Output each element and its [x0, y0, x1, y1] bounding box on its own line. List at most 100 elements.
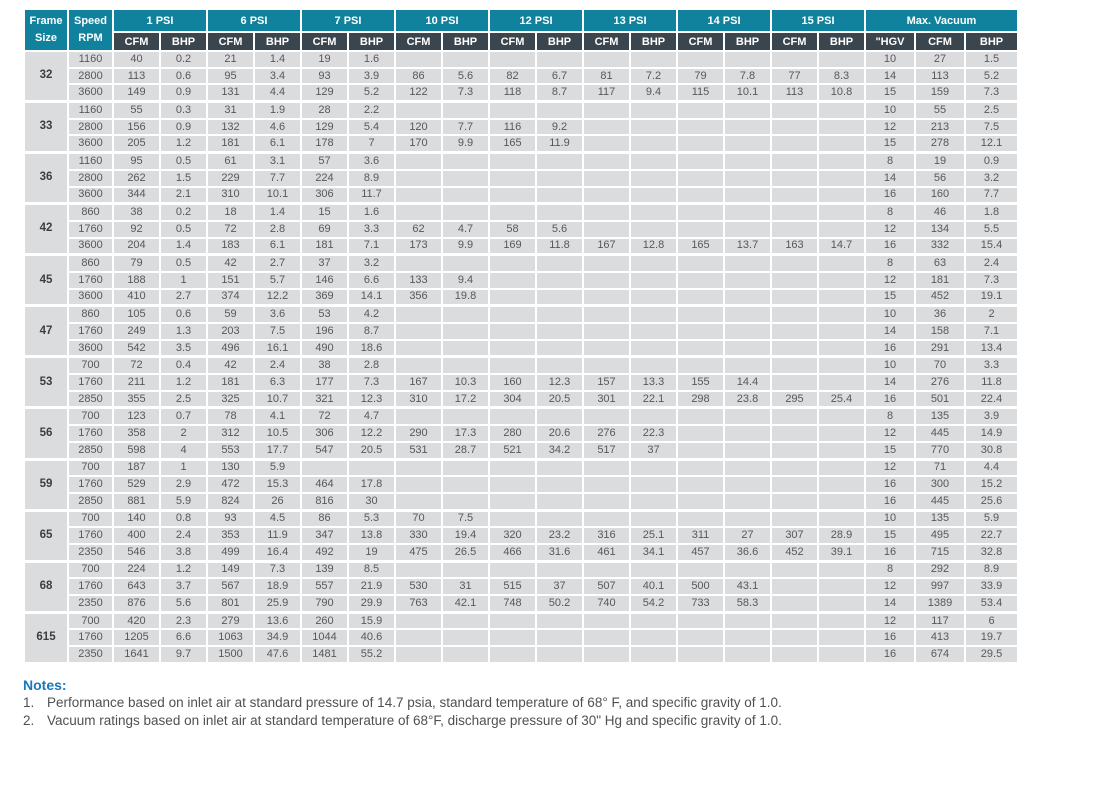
- vacuum-data-cell: 7.1: [964, 322, 1019, 341]
- psi-data-cell: 2.7: [159, 287, 208, 307]
- psi-data-cell: 22.1: [629, 389, 678, 409]
- psi-data-cell: [582, 645, 631, 664]
- psi-data-cell: 295: [770, 389, 819, 409]
- frame-size-cell: 45: [23, 253, 69, 307]
- psi-data-cell: [441, 491, 490, 512]
- vacuum-data-cell: 12: [864, 270, 916, 290]
- psi-data-cell: 169: [488, 236, 537, 256]
- psi-data-cell: [770, 287, 819, 307]
- psi-data-cell: 163: [770, 236, 819, 256]
- psi-data-cell: [629, 304, 678, 325]
- table-row: 65 700 140 0.8 93 4.5 86 5.3 70 7.5 10 135 5.9: [23, 508, 1019, 563]
- psi-data-cell: 356: [394, 287, 443, 307]
- table-row: 3600 205 1.2 181 6.1 178 7 170 9.9 165 11.9 15 278 12…: [24, 134, 1019, 154]
- psi-data-cell: 177: [300, 373, 349, 392]
- psi-data-cell: [817, 355, 866, 376]
- table-row: 47 860 105 0.6 59 3.6 53 4.2 10 36 2: [23, 304, 1019, 358]
- psi-data-cell: [770, 491, 819, 512]
- psi-data-cell: [582, 406, 631, 427]
- psi-data-cell: 2.4: [159, 526, 208, 545]
- psi-data-cell: [441, 559, 490, 580]
- header-row-groups: Frame Size Speed RPM 1 PSI 6 PSI 7 PSI 10 PSI 12…: [23, 8, 1019, 52]
- vacuum-subheader: BHP: [964, 31, 1019, 52]
- vacuum-data-cell: 16: [864, 645, 916, 664]
- psi-data-cell: 1.4: [253, 50, 302, 69]
- psi-data-cell: 21.9: [347, 577, 396, 596]
- vacuum-data-cell: 15: [864, 440, 916, 461]
- psi-data-cell: [676, 322, 725, 341]
- psi-data-cell: 79: [112, 253, 161, 273]
- psi-data-cell: 13.8: [347, 526, 396, 545]
- psi-data-cell: 72: [206, 219, 255, 239]
- table-row: 68 700 224 1.2 149 7.3 139 8.5 8 292 8.9: [23, 559, 1019, 614]
- psi-data-cell: 37: [535, 577, 584, 596]
- psi-data-cell: 17.2: [441, 389, 490, 409]
- psi-data-cell: 280: [488, 424, 537, 443]
- psi-data-cell: 9.9: [441, 134, 490, 154]
- psi-data-cell: [770, 577, 819, 596]
- psi-data-cell: [723, 406, 772, 427]
- psi-data-cell: 7.2: [629, 66, 678, 86]
- psi-data-cell: 0.3: [159, 100, 208, 120]
- psi-data-cell: [394, 457, 443, 478]
- frame-size-cell: 42: [23, 202, 69, 256]
- psi-data-cell: [394, 355, 443, 376]
- vacuum-data-cell: 8: [864, 202, 916, 222]
- psi-data-cell: 475: [394, 542, 443, 563]
- max-vacuum-header: Max. Vacuum: [864, 8, 1019, 33]
- frame-size-cell: 56: [23, 406, 69, 461]
- psi-data-cell: [676, 304, 725, 325]
- psi-data-cell: 25.9: [253, 593, 302, 614]
- psi-data-cell: [723, 134, 772, 154]
- psi-data-cell: 0.6: [159, 304, 208, 325]
- psi-data-cell: [770, 253, 819, 273]
- psi-data-cell: [629, 50, 678, 69]
- speed-rpm-cell: 3600: [67, 287, 114, 307]
- psi-data-cell: [535, 457, 584, 478]
- speed-rpm-cell: 3600: [67, 338, 114, 358]
- psi-data-cell: 17.3: [441, 424, 490, 443]
- psi-data-cell: [629, 168, 678, 188]
- psi-data-cell: 12.3: [535, 373, 584, 392]
- psi-data-cell: [394, 610, 443, 631]
- psi-data-cell: [394, 559, 443, 580]
- speed-rpm-cell: 1160: [67, 151, 114, 171]
- vacuum-data-cell: 332: [914, 236, 966, 256]
- psi-data-cell: [676, 270, 725, 290]
- psi-data-cell: [629, 287, 678, 307]
- speed-rpm-cell: 860: [67, 202, 114, 222]
- speed-rpm-cell: 1160: [67, 100, 114, 120]
- psi-data-cell: [488, 202, 537, 222]
- psi-data-cell: 8.7: [535, 83, 584, 103]
- psi-data-cell: [582, 168, 631, 188]
- psi-data-cell: 12.8: [629, 236, 678, 256]
- psi-data-cell: 13.6: [253, 610, 302, 631]
- psi-data-cell: 567: [206, 577, 255, 596]
- notes-list: 1. Performance based on inlet air at stan…: [23, 694, 1103, 729]
- psi-data-cell: [300, 457, 349, 478]
- psi-data-cell: 156: [112, 117, 161, 137]
- psi-data-cell: [629, 457, 678, 478]
- psi-data-cell: 490: [300, 338, 349, 358]
- psi-data-cell: [723, 440, 772, 461]
- vacuum-data-cell: 29.5: [964, 645, 1019, 664]
- psi-data-cell: [582, 508, 631, 529]
- psi-data-cell: 2.9: [159, 475, 208, 494]
- psi-data-cell: 16.1: [253, 338, 302, 358]
- psi-data-cell: 11.9: [253, 526, 302, 545]
- psi-data-cell: 6.1: [253, 134, 302, 154]
- psi-data-cell: [817, 491, 866, 512]
- psi-data-cell: [629, 559, 678, 580]
- psi-data-cell: [629, 151, 678, 171]
- psi-data-cell: [488, 610, 537, 631]
- vacuum-data-cell: 10: [864, 355, 916, 376]
- psi-data-cell: 7.3: [347, 373, 396, 392]
- psi-data-cell: [582, 202, 631, 222]
- psi-data-cell: [582, 50, 631, 69]
- psi-data-cell: 312: [206, 424, 255, 443]
- psi-data-cell: [441, 322, 490, 341]
- psi-data-cell: 20.6: [535, 424, 584, 443]
- psi-data-cell: 1.5: [159, 168, 208, 188]
- psi-data-cell: 740: [582, 593, 631, 614]
- psi-data-cell: [488, 287, 537, 307]
